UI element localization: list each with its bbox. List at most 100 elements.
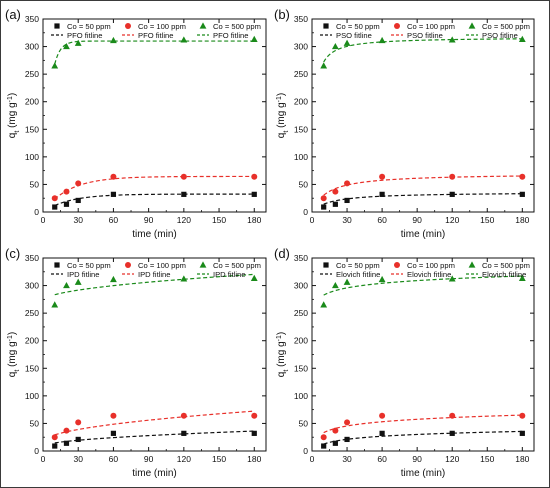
x-tick-label: 30 xyxy=(73,454,83,464)
data-point-s1 xyxy=(449,191,455,197)
x-tick-label: 30 xyxy=(342,215,352,225)
x-tick-label: 0 xyxy=(41,454,46,464)
y-tick-label: 300 xyxy=(25,281,39,291)
legend-label: Co = 100 ppm xyxy=(138,22,186,31)
data-point-s1 xyxy=(379,191,385,197)
y-tick-label: 350 xyxy=(294,253,308,263)
data-point-s2 xyxy=(379,173,386,180)
data-point-s1 xyxy=(110,430,117,436)
legend-marker xyxy=(54,262,60,268)
y-tick-label: 50 xyxy=(30,418,40,428)
y-tick-label: 250 xyxy=(25,69,39,79)
x-tick-label: 60 xyxy=(109,215,119,225)
data-point-s2 xyxy=(251,173,258,180)
legend-label: Co = 50 ppm xyxy=(67,22,111,31)
legend-label: Elovich fitline xyxy=(336,270,380,279)
data-point-s1 xyxy=(181,430,187,436)
y-axis-title: qt (mg g-1) xyxy=(7,332,21,377)
y-tick-label: 100 xyxy=(25,391,39,401)
y-axis-title: qt (mg g-1) xyxy=(7,93,21,138)
data-point-s1 xyxy=(251,191,257,197)
y-tick-label: 250 xyxy=(294,69,308,79)
legend-marker xyxy=(125,23,131,29)
data-point-s3 xyxy=(110,275,117,283)
x-tick-label: 0 xyxy=(310,215,315,225)
data-point-s2 xyxy=(63,188,70,195)
data-point-s3 xyxy=(63,42,70,50)
fit-line-3 xyxy=(323,38,523,63)
data-point-s2 xyxy=(51,195,58,202)
y-tick-label: 200 xyxy=(294,97,308,107)
data-point-s2 xyxy=(379,412,386,419)
chart-panel-2: 0 30 60 90 120 150 180 0 50 100 150 200 250 300 350 tim… xyxy=(274,7,535,240)
data-point-s2 xyxy=(63,427,70,434)
data-point-s1 xyxy=(344,436,350,443)
data-point-s2 xyxy=(51,434,58,441)
x-tick-label: 120 xyxy=(177,215,191,225)
legend-label: Elovich fitline xyxy=(482,270,526,279)
data-point-s1 xyxy=(63,201,70,207)
data-point-s3 xyxy=(51,62,59,69)
data-point-s2 xyxy=(75,419,82,426)
legend-marker xyxy=(323,262,329,268)
data-point-s3 xyxy=(343,278,351,285)
y-tick-label: 150 xyxy=(294,363,308,373)
y-tick-label: 50 xyxy=(299,179,309,189)
fit-line-2 xyxy=(323,414,523,434)
data-point-s1 xyxy=(181,191,187,197)
y-tick-label: 100 xyxy=(294,152,308,162)
x-tick-label: 150 xyxy=(212,454,226,464)
legend-label: Co = 500 ppm xyxy=(213,261,261,270)
y-axis-title: qt (mg g-1) xyxy=(276,332,290,377)
panel-letter: (a) xyxy=(5,7,21,22)
legend-marker xyxy=(468,22,476,29)
x-axis-title: time (min) xyxy=(132,468,176,479)
data-point-s3 xyxy=(74,39,82,46)
data-point-s2 xyxy=(320,434,327,441)
panel-letter: (b) xyxy=(274,7,290,22)
y-tick-label: 50 xyxy=(30,179,40,189)
fit-line-1 xyxy=(54,193,255,207)
data-point-s2 xyxy=(519,173,526,180)
chart-panel-4: 0 30 60 90 120 150 180 0 50 100 150 200 250 300 350 tim… xyxy=(274,246,535,479)
x-tick-label: 90 xyxy=(144,215,154,225)
data-point-s1 xyxy=(519,191,525,197)
data-point-s3 xyxy=(320,62,328,69)
x-tick-label: 30 xyxy=(342,454,352,464)
legend-label: Co = 500 ppm xyxy=(213,22,261,31)
x-tick-label: 120 xyxy=(445,454,459,464)
data-point-s1 xyxy=(75,436,81,443)
x-tick-label: 150 xyxy=(480,454,494,464)
legend-label: IPD fitline xyxy=(67,270,100,279)
chart-panel-3: 0 30 60 90 120 150 180 0 50 100 150 200 250 300 350 tim… xyxy=(5,246,267,479)
x-tick-label: 120 xyxy=(445,215,459,225)
y-tick-label: 0 xyxy=(303,446,308,456)
fit-line-2 xyxy=(54,175,255,200)
x-tick-label: 60 xyxy=(377,215,387,225)
y-tick-label: 250 xyxy=(25,308,39,318)
fit-line-1 xyxy=(323,430,523,445)
y-tick-label: 150 xyxy=(25,363,39,373)
data-point-s3 xyxy=(378,36,386,44)
legend-label: PSO fitline xyxy=(336,31,372,40)
data-point-s2 xyxy=(110,412,117,419)
data-point-s3 xyxy=(331,281,339,289)
legend-label: PFO fitline xyxy=(213,31,248,40)
legend-marker xyxy=(323,23,329,29)
data-point-s2 xyxy=(344,419,351,426)
data-point-s3 xyxy=(180,275,188,282)
legend-label: Co = 50 ppm xyxy=(336,22,380,31)
y-tick-label: 150 xyxy=(25,124,39,134)
legend-label: Co = 100 ppm xyxy=(138,261,186,270)
y-tick-label: 50 xyxy=(299,418,309,428)
data-point-s3 xyxy=(448,275,456,282)
data-point-s1 xyxy=(63,440,70,446)
data-point-s2 xyxy=(332,188,339,195)
data-point-s2 xyxy=(449,173,456,180)
data-point-s3 xyxy=(378,275,386,283)
legend-marker xyxy=(394,23,400,29)
legend-label: Co = 100 ppm xyxy=(407,22,455,31)
legend-marker xyxy=(199,261,207,268)
y-tick-label: 0 xyxy=(34,446,39,456)
y-tick-label: 200 xyxy=(294,336,308,346)
